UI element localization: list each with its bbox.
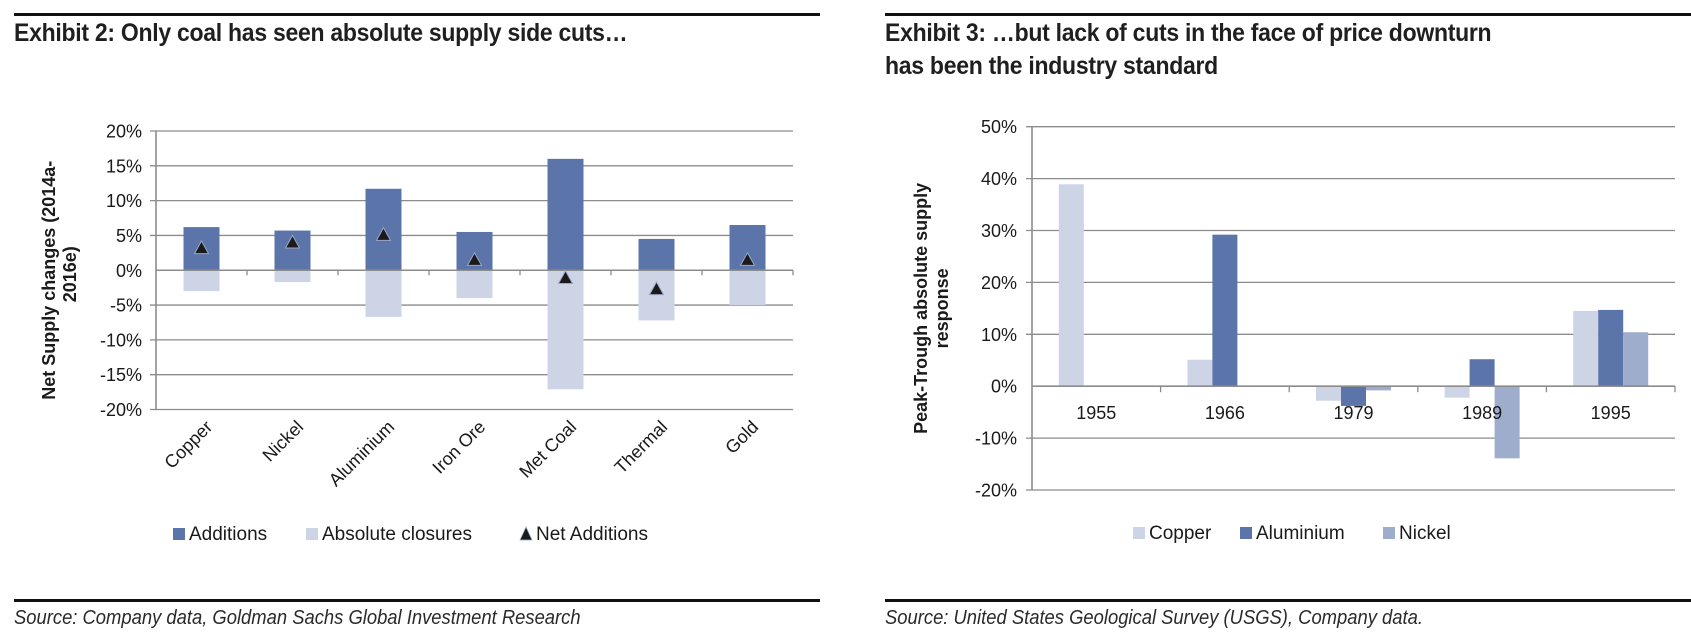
exhibit3-top-rule xyxy=(885,13,1691,16)
legend-additions: Additions xyxy=(173,524,267,545)
bar-copper xyxy=(1316,386,1341,401)
bar-absolute-closures xyxy=(274,270,311,283)
legend-label: Aluminium xyxy=(1256,523,1345,544)
bar-absolute-closures xyxy=(365,270,402,317)
bar-copper xyxy=(1187,359,1213,387)
bar-aluminium xyxy=(1341,386,1366,406)
marker-net-additions xyxy=(739,251,756,266)
y-tick-label: -20% xyxy=(975,481,1017,501)
exhibit2-top-rule xyxy=(14,13,820,16)
y-tick-label: 5% xyxy=(116,226,142,246)
y-tick-label: -20% xyxy=(100,400,142,420)
exhibit3-title-line2: has been the industry standard xyxy=(885,52,1218,80)
bar-aluminium xyxy=(1469,359,1495,387)
y-axis-title-line2: 2016e) xyxy=(60,246,80,302)
y-tick-label: -15% xyxy=(100,365,142,385)
legend-absolute-closures: Absolute closures xyxy=(306,524,472,545)
y-axis-title: Net Supply changes (2014a- 2016e) xyxy=(39,161,80,400)
bar-copper xyxy=(1573,310,1599,387)
marker-net-additions xyxy=(375,226,392,241)
y-tick-label: 0% xyxy=(116,261,142,281)
legend-nickel: Nickel xyxy=(1383,523,1451,544)
marker-net-additions xyxy=(466,251,483,266)
exhibit2-source: Source: Company data, Goldman Sachs Glob… xyxy=(14,607,581,629)
y-tick-label: -10% xyxy=(975,429,1017,449)
bar-copper xyxy=(1444,386,1470,398)
legend-triangle-icon xyxy=(519,526,533,541)
exhibit3-source: Source: United States Geological Survey … xyxy=(885,607,1423,629)
marker-net-additions xyxy=(557,269,574,285)
bar-nickel xyxy=(1494,386,1520,459)
legend-label: Copper xyxy=(1149,523,1212,544)
x-category-label: 1979 xyxy=(1333,403,1373,423)
y-tick-label: 10% xyxy=(106,191,142,211)
x-category-label: 1989 xyxy=(1462,403,1502,423)
legend-swatch xyxy=(1240,527,1252,539)
bar-aluminium xyxy=(1598,309,1624,387)
legend-swatch xyxy=(306,528,318,540)
bar-absolute-closures xyxy=(547,270,584,390)
y-tick-label: 20% xyxy=(981,273,1017,293)
legend-copper: Copper xyxy=(1133,523,1212,544)
legend-label: Absolute closures xyxy=(322,524,472,545)
legend-swatch xyxy=(1133,527,1145,539)
y-axis-title-line2: response xyxy=(932,268,952,348)
legend-label: Nickel xyxy=(1399,523,1451,544)
exhibit2-title: Exhibit 2: Only coal has seen absolute s… xyxy=(14,19,628,47)
y-tick-label: 10% xyxy=(981,325,1017,345)
legend-swatch xyxy=(1383,527,1395,539)
bar-copper xyxy=(1058,184,1084,387)
y-tick-label: 40% xyxy=(981,169,1017,189)
y-tick-label: -5% xyxy=(110,296,142,316)
bar-absolute-closures xyxy=(183,270,220,292)
x-category-label: 1966 xyxy=(1205,403,1245,423)
y-axis-title-line1: Peak-Trough absolute supply xyxy=(911,183,931,434)
y-axis-title-line1: Net Supply changes (2014a- xyxy=(39,161,59,400)
legend-label: Additions xyxy=(189,524,267,545)
legend-net-additions: Net Additions xyxy=(519,524,648,545)
x-category-label: 1955 xyxy=(1076,403,1116,423)
legend-label: Net Additions xyxy=(536,524,648,545)
marker-net-additions xyxy=(284,234,301,249)
marker-net-additions xyxy=(648,281,665,296)
y-axis-title: Peak-Trough absolute supply response xyxy=(911,183,952,434)
bar-additions xyxy=(638,238,675,271)
exhibit2-bottom-rule xyxy=(14,599,820,602)
y-tick-label: 15% xyxy=(106,156,142,176)
exhibit3-bottom-rule xyxy=(885,599,1691,602)
legend-aluminium: Aluminium xyxy=(1240,523,1345,544)
legend-swatch xyxy=(173,528,185,540)
y-tick-label: 50% xyxy=(981,117,1017,137)
bar-aluminium xyxy=(1212,234,1238,387)
bar-absolute-closures xyxy=(729,270,766,306)
bar-additions xyxy=(547,158,584,271)
bar-absolute-closures xyxy=(456,270,493,299)
y-tick-label: -10% xyxy=(100,330,142,350)
x-category-label: 1995 xyxy=(1591,403,1631,423)
marker-net-additions xyxy=(193,239,210,255)
y-tick-label: 20% xyxy=(106,122,142,142)
bar-nickel xyxy=(1366,386,1391,391)
y-tick-label: 0% xyxy=(991,377,1017,397)
bar-absolute-closures xyxy=(638,270,675,321)
exhibit3-title-line1: Exhibit 3: …but lack of cuts in the face… xyxy=(885,19,1492,47)
bar-nickel xyxy=(1623,332,1649,387)
y-tick-label: 30% xyxy=(981,221,1017,241)
